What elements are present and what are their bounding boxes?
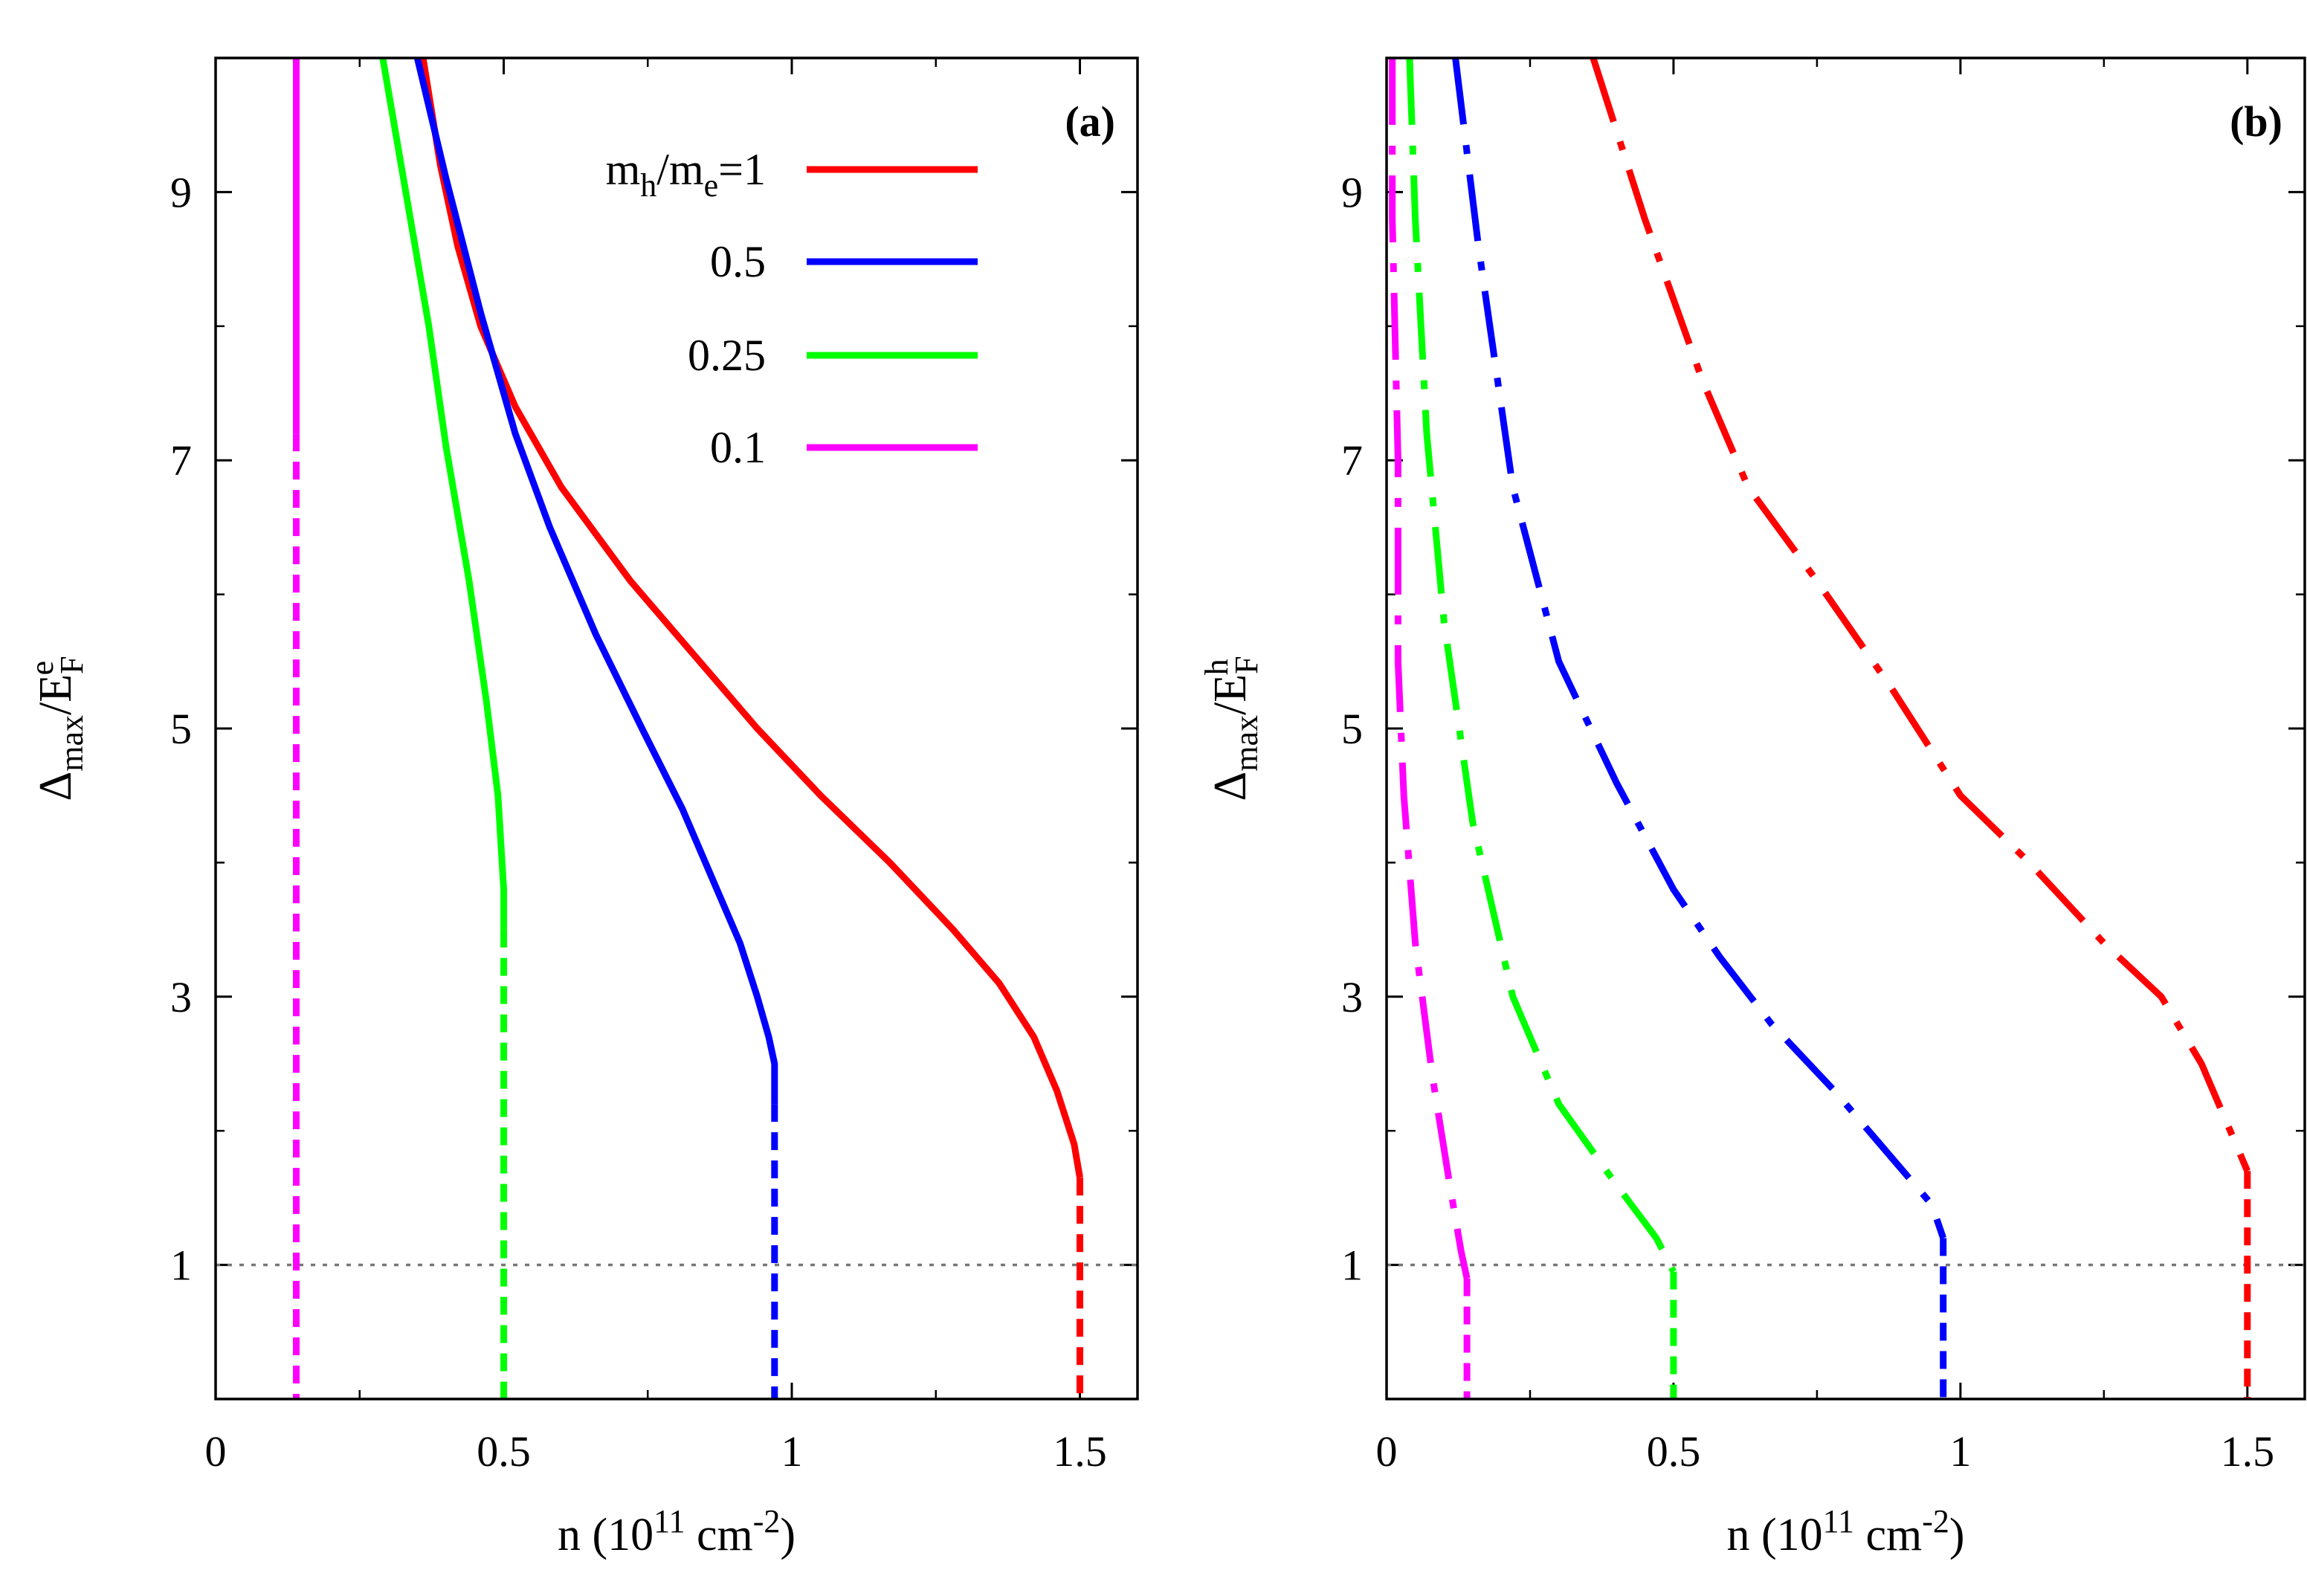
- series-line-dashdot: [1590, 56, 2250, 1173]
- series-line-dashdot: [1452, 57, 1946, 1239]
- y-tick-label: 1: [1341, 1241, 1363, 1290]
- x-axis-label: n (1011 cm-2): [558, 1503, 796, 1560]
- y-axis-label: Δmax/EFh: [1198, 656, 1265, 801]
- panel-label: (a): [1065, 97, 1115, 146]
- x-tick-label: 0.5: [477, 1427, 531, 1476]
- y-axis-label-sup: h: [1198, 659, 1235, 675]
- y-axis-label-sub1: max: [54, 715, 90, 772]
- x-tick-label: 1: [1949, 1427, 1971, 1476]
- legend-label: 0.25: [688, 331, 766, 380]
- y-axis-label-sup: e: [24, 661, 60, 676]
- plot-frame: [1385, 56, 2306, 1400]
- x-axis-label-main: n (10: [558, 1510, 654, 1560]
- y-axis-label: Δmax/EFe: [24, 656, 90, 801]
- x-axis-label-mid: cm: [685, 1510, 752, 1560]
- y-tick-label: 5: [1341, 705, 1363, 753]
- x-tick-label: 1.5: [1053, 1427, 1107, 1476]
- x-tick-label: 0: [1376, 1427, 1398, 1476]
- y-tick-label: 9: [1341, 168, 1363, 216]
- y-axis-label-sub2: F: [1228, 656, 1265, 673]
- y-tick-label: 1: [170, 1241, 192, 1290]
- legend-label: 0.5: [710, 237, 766, 286]
- y-tick-label: 5: [170, 705, 192, 753]
- x-axis-label-end: ): [1949, 1510, 1965, 1560]
- legend-label-eq: =1: [718, 145, 766, 194]
- legend-label-sub_h: h: [640, 167, 656, 204]
- x-axis-label-sup1: 11: [654, 1503, 685, 1540]
- legend-label-m: m: [606, 145, 641, 194]
- y-axis-label-main: Δ: [1205, 772, 1256, 801]
- y-tick-label: 7: [1341, 436, 1363, 485]
- series-line-solid: [413, 56, 778, 1105]
- legend-label-sub_e: e: [704, 167, 719, 204]
- y-axis-label-mid: /E: [30, 674, 81, 715]
- legend-label: 0.1: [710, 423, 766, 472]
- x-tick-label: 1: [781, 1427, 803, 1476]
- x-axis-label-sup2: -2: [1922, 1503, 1949, 1540]
- y-axis-label-sub2: F: [54, 656, 90, 673]
- x-axis-label: n (1011 cm-2): [1726, 1503, 1964, 1560]
- x-tick-label: 0.5: [1647, 1427, 1701, 1476]
- y-tick-label: 3: [1341, 973, 1363, 1021]
- series-line-dashdot: [1406, 57, 1677, 1273]
- x-axis-label-sup2: -2: [753, 1503, 781, 1540]
- x-axis-label-end: ): [780, 1510, 796, 1560]
- x-tick-label: 0: [205, 1427, 227, 1476]
- y-tick-label: 7: [170, 436, 192, 485]
- legend: mh/me=1 0.5 0.25 0.1: [606, 145, 978, 472]
- series-line-solid: [419, 57, 1083, 1179]
- y-axis-label-main: Δ: [30, 772, 81, 801]
- series-line-dashdot: [1389, 58, 1471, 1279]
- y-tick-label: 3: [170, 973, 192, 1021]
- panel-label: (b): [2230, 97, 2282, 146]
- panel-b: 0 0.5 1 1.5 1 3 5 7 9 (b) n (1011 cm-2) Δmax/EFh: [1198, 56, 2306, 1560]
- legend-label: mh/me=1: [606, 145, 766, 204]
- y-axis-label-sub1: max: [1228, 715, 1265, 772]
- x-tick-label: 1.5: [2221, 1427, 2275, 1476]
- x-axis-label-mid: cm: [1854, 1510, 1922, 1560]
- y-axis-label-mid: /E: [1205, 674, 1256, 715]
- x-axis-label-sup1: 11: [1823, 1503, 1854, 1540]
- series-line-solid: [379, 57, 507, 930]
- y-tick-label: 9: [170, 168, 192, 216]
- plot-frame: [214, 56, 1139, 1400]
- legend-label-slash: /m: [656, 145, 703, 194]
- x-axis-label-main: n (10: [1726, 1510, 1822, 1560]
